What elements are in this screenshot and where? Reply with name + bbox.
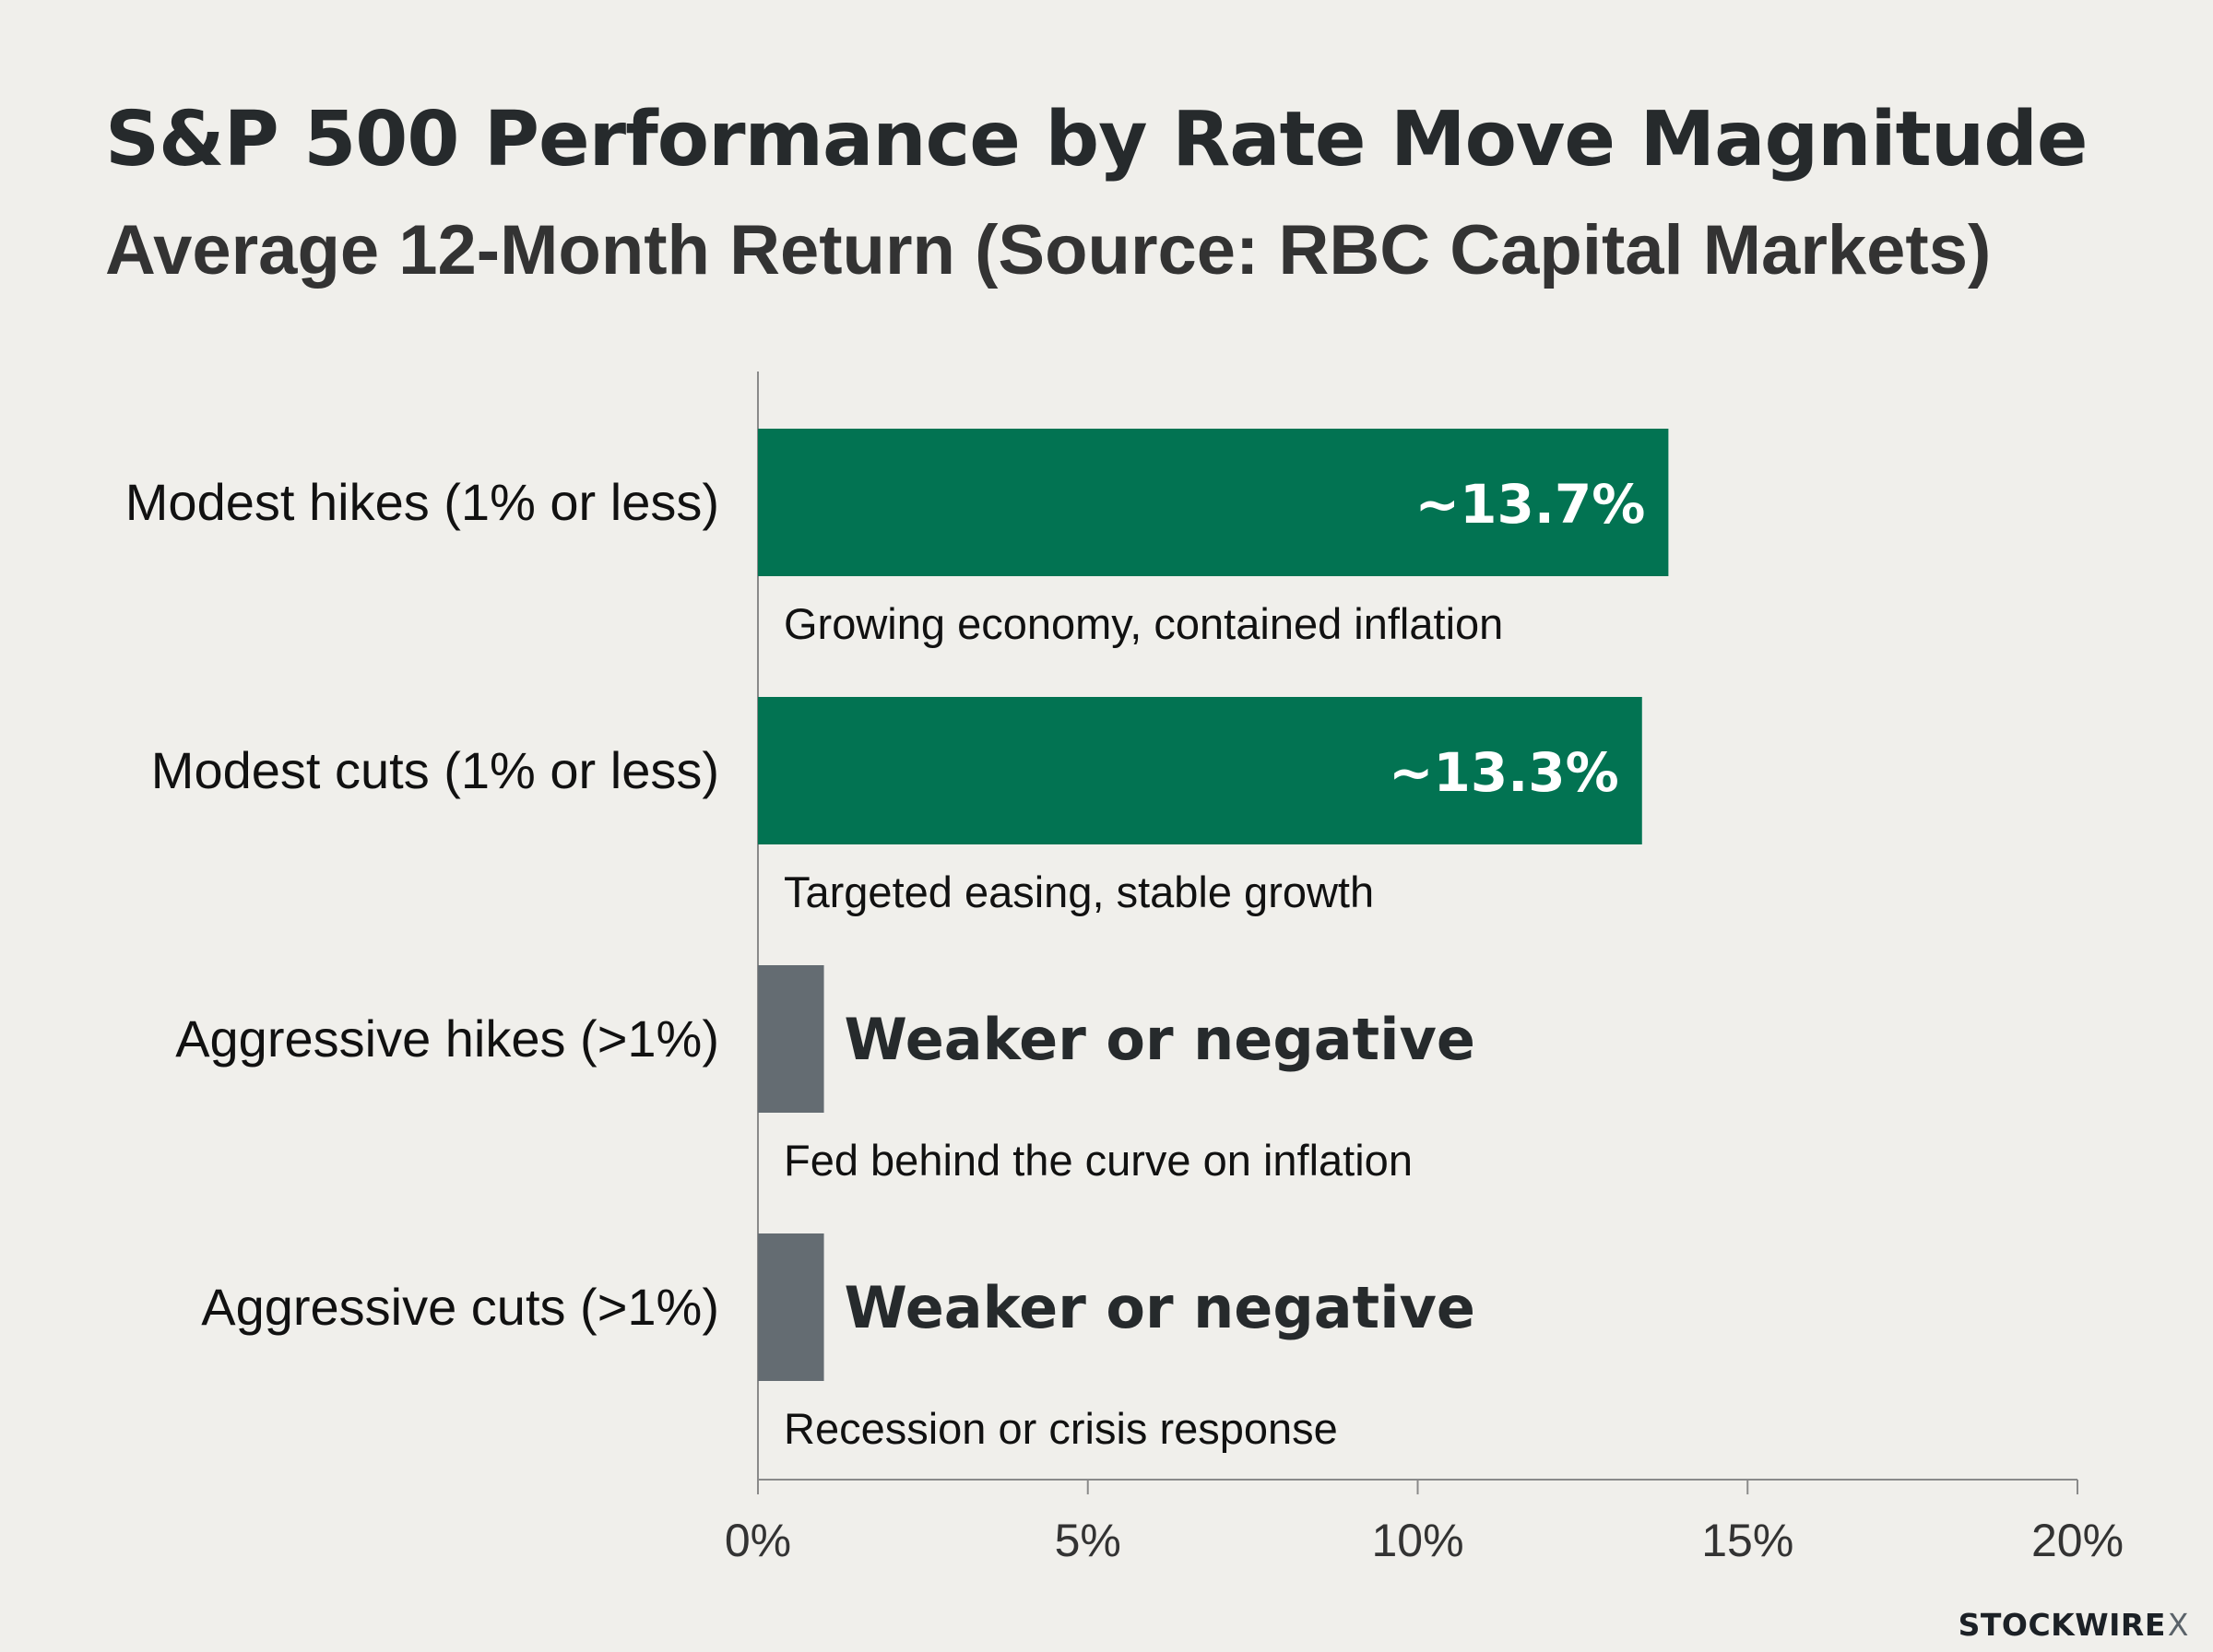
x-tick-label: 15% (1701, 1515, 1793, 1566)
bar-annotation: Targeted easing, stable growth (784, 867, 1374, 916)
stockwire-logo: STOCKWIREX (1959, 1607, 2189, 1643)
brand-x-mark: X (2167, 1607, 2189, 1643)
value-label: ~13.3% (1389, 741, 1619, 804)
value-label: Weaker or negative (845, 1274, 1475, 1341)
bar (758, 697, 1642, 844)
bar-annotation: Fed behind the curve on inflation (784, 1136, 1413, 1185)
chart-title: S&P 500 Performance by Rate Move Magnitu… (105, 96, 2089, 183)
value-label: Weaker or negative (845, 1006, 1475, 1073)
bar (758, 1233, 824, 1381)
x-tick-label: 0% (725, 1515, 791, 1566)
category-label: Modest hikes (1% or less) (125, 473, 719, 531)
bar (758, 965, 824, 1113)
value-label: ~13.7% (1415, 473, 1646, 536)
bar-annotation: Growing economy, contained inflation (784, 599, 1503, 648)
category-label: Aggressive cuts (>1%) (201, 1278, 719, 1336)
category-label: Modest cuts (1% or less) (151, 741, 719, 799)
x-tick-label: 5% (1055, 1515, 1121, 1566)
brand-name: STOCKWIRE (1958, 1607, 2166, 1643)
x-tick-label: 20% (2031, 1515, 2124, 1566)
chart-subtitle: Average 12-Month Return (Source: RBC Cap… (105, 211, 1992, 289)
category-label: Aggressive hikes (>1%) (175, 1009, 719, 1068)
x-tick-label: 10% (1371, 1515, 1463, 1566)
bar-annotation: Recession or crisis response (784, 1404, 1338, 1453)
bar (758, 429, 1669, 576)
